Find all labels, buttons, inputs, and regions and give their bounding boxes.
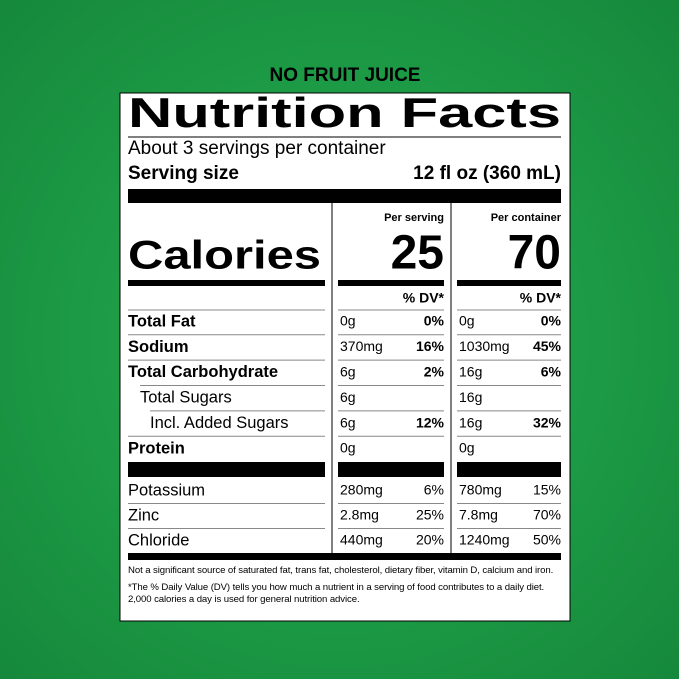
nutrient-name: Incl. Added Sugars (150, 414, 289, 432)
footnote: Not a significant source of saturated fa… (128, 565, 554, 576)
amount: 7.8mg (459, 507, 498, 523)
daily-value: 45% (533, 338, 562, 354)
daily-value: 20% (416, 532, 444, 548)
daily-value: 12% (416, 414, 445, 430)
amount: 440mg (340, 532, 383, 548)
calories-label: Calories (128, 234, 321, 278)
thick-bar (457, 462, 561, 477)
thick-bar (338, 280, 444, 286)
column-header: Per container (491, 212, 562, 224)
thick-bar (338, 462, 444, 477)
daily-value: 0% (541, 313, 562, 329)
nutrient-name: Total Carbohydrate (128, 363, 278, 381)
nutrient-name: Zinc (128, 506, 159, 524)
daily-value: 6% (541, 364, 562, 380)
daily-value: 15% (533, 482, 561, 498)
thick-bar (457, 280, 561, 286)
daily-value: 50% (533, 532, 561, 548)
title: Nutrition Facts (128, 89, 561, 136)
servings: About 3 servings per container (128, 138, 386, 159)
thick-bar (128, 280, 325, 286)
nutrient-name: Total Sugars (140, 389, 232, 407)
amount: 1030mg (459, 338, 510, 354)
thick-bar (128, 189, 561, 203)
amount: 780mg (459, 482, 502, 498)
serving-size-value: 12 fl oz (360 mL) (413, 163, 561, 184)
thick-bar (128, 553, 561, 560)
nutrient-name: Total Fat (128, 312, 196, 330)
amount: 6g (340, 364, 356, 380)
amount: 0g (459, 440, 475, 456)
daily-value: 70% (533, 507, 561, 523)
thick-bar (128, 462, 325, 477)
amount: 0g (459, 313, 475, 329)
amount: 0g (340, 440, 356, 456)
amount: 280mg (340, 482, 383, 498)
amount: 2.8mg (340, 507, 379, 523)
column-header: Per serving (384, 212, 444, 224)
daily-value: 32% (533, 414, 562, 430)
amount: 6g (340, 389, 356, 405)
amount: 0g (340, 313, 356, 329)
calories-value: 25 (391, 227, 444, 280)
amount: 16g (459, 364, 482, 380)
daily-value: 16% (416, 338, 445, 354)
daily-value: 25% (416, 507, 444, 523)
nutrient-name: Protein (128, 439, 185, 457)
amount: 16g (459, 389, 482, 405)
nutrient-name: Potassium (128, 481, 205, 499)
calories-value: 70 (508, 227, 561, 280)
daily-value: 6% (424, 482, 444, 498)
amount: 1240mg (459, 532, 510, 548)
amount: 370mg (340, 338, 383, 354)
label-box (119, 92, 571, 622)
daily-value: 2% (424, 364, 445, 380)
nutrient-name: Chloride (128, 531, 189, 549)
dv-header: % DV* (403, 290, 445, 306)
dv-header: % DV* (520, 290, 562, 306)
amount: 6g (340, 414, 356, 430)
header: NO FRUIT JUICE (270, 65, 421, 86)
serving-size-label: Serving size (128, 163, 239, 184)
daily-value: 0% (424, 313, 445, 329)
amount: 16g (459, 414, 482, 430)
nutrient-name: Sodium (128, 338, 189, 356)
footnote: *The % Daily Value (DV) tells you how mu… (128, 582, 545, 605)
